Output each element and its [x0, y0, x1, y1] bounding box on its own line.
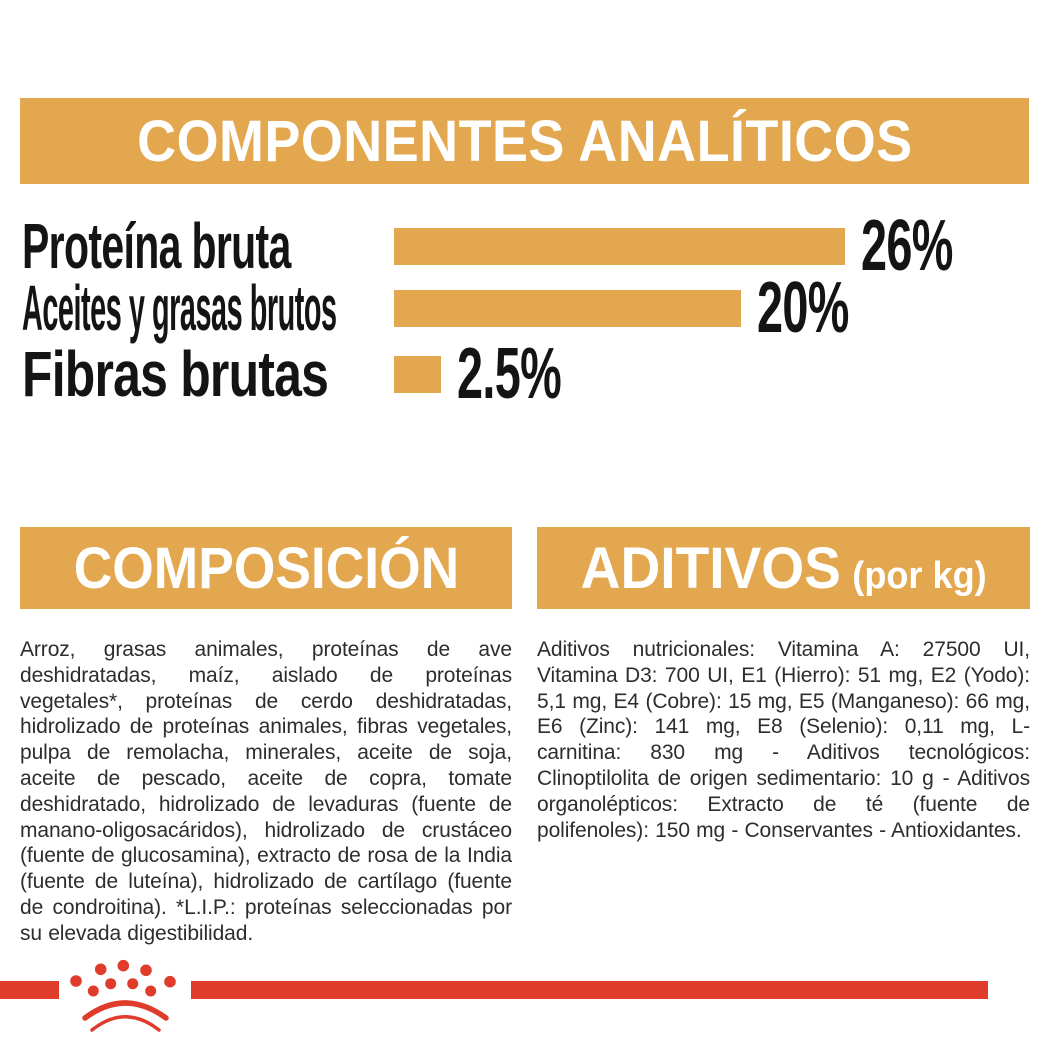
footer-divider-right — [191, 981, 988, 999]
row-value: 2.5% — [457, 334, 562, 414]
row-label: Fibras brutas — [22, 338, 329, 410]
footer-divider-left — [0, 981, 59, 999]
additives-banner: ADITIVOS (por kg) — [537, 527, 1030, 609]
chart-bar — [394, 355, 441, 393]
row-value: 20% — [757, 268, 849, 348]
analytical-row-fibras-brutas: Fibras brutas 2.5% — [22, 334, 1049, 414]
composition-title: COMPOSICIÓN — [73, 535, 459, 601]
chart-bar — [394, 289, 741, 327]
additives-title: ADITIVOS — [580, 535, 841, 601]
row-label: Proteína bruta — [22, 210, 291, 282]
additives-body: Aditivos nutricionales: Vitamina A: 2750… — [537, 638, 1030, 842]
chart-bar — [394, 227, 845, 265]
analytical-components-title: COMPONENTES ANALÍTICOS — [136, 108, 913, 174]
additives-title-suffix: (por kg) — [852, 554, 987, 597]
analytical-row-aceites-grasas: Aceites y grasas brutos 20% — [22, 268, 1049, 348]
composition-banner: COMPOSICIÓN — [20, 527, 512, 609]
analytical-row-proteina-bruta: Proteína bruta 26% — [22, 206, 1049, 286]
royal-canin-crown-logo — [70, 959, 176, 1032]
composition-body: Arroz, grasas animales, proteínas de ave… — [20, 638, 512, 945]
row-label: Aceites y grasas brutos — [22, 272, 337, 344]
row-value: 26% — [861, 206, 953, 286]
analytical-components-banner: COMPONENTES ANALÍTICOS — [20, 98, 1029, 184]
